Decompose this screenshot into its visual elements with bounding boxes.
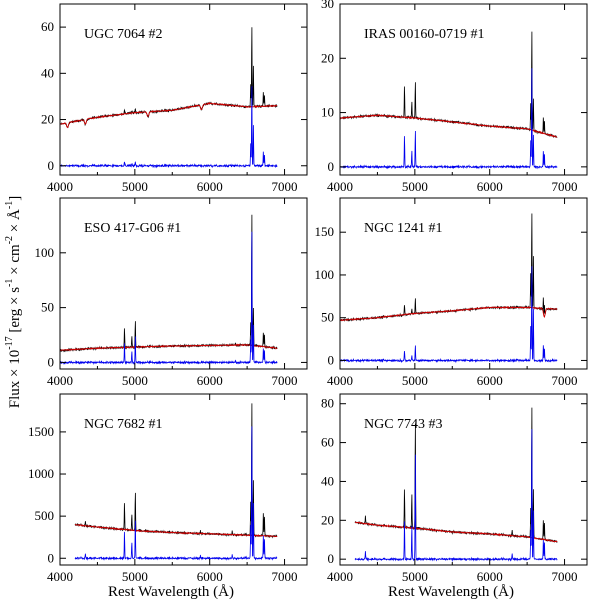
y-tick-label: 40	[321, 473, 334, 488]
model-fit-line	[60, 101, 278, 129]
y-tick-label: 0	[48, 550, 55, 565]
plot-area	[74, 403, 278, 561]
panel-title: NGC 7743 #3	[364, 417, 443, 432]
plot-frame	[339, 393, 588, 566]
model-fit-line	[354, 521, 558, 543]
y-tick-label: 20	[321, 512, 334, 527]
x-axis-title-left: Rest Wavelength (Å)	[108, 584, 234, 600]
x-tick-label: 4000	[327, 569, 353, 584]
y-tick-label: 150	[315, 224, 335, 239]
y-tick-label: 50	[41, 300, 54, 315]
y-tick-label: 60	[41, 19, 54, 34]
x-tick-label: 5000	[402, 179, 428, 194]
x-tick-label: 6000	[197, 179, 223, 194]
plot-area	[340, 213, 558, 364]
y-tick-label: 0	[328, 352, 335, 367]
model-fit-line	[60, 343, 278, 352]
y-tick-label: 500	[35, 508, 55, 523]
panel-title: NGC 1241 #1	[364, 221, 443, 236]
x-tick-label: 4000	[47, 179, 73, 194]
x-tick-label: 4000	[47, 373, 73, 388]
y-tick-label: 0	[48, 158, 55, 173]
x-tick-label: 5000	[122, 373, 148, 388]
y-axis-title: Flux × 10-17 [erg × s-1 × cm-2 × Å-1]	[4, 196, 23, 408]
y-tick-label: 80	[321, 396, 334, 411]
plot-frame	[339, 3, 588, 176]
model-fit-line	[340, 305, 558, 322]
plot-area	[60, 27, 278, 169]
y-tick-label: 20	[321, 50, 334, 65]
residual-spectrum-line	[60, 231, 278, 365]
x-tick-label: 4000	[327, 373, 353, 388]
plot-frame	[59, 393, 308, 566]
x-tick-label: 6000	[477, 569, 503, 584]
residual-spectrum-line	[340, 68, 558, 170]
panel-title: IRAS 00160-0719 #1	[364, 27, 485, 42]
y-tick-label: 40	[41, 65, 54, 80]
x-tick-label: 6000	[197, 569, 223, 584]
plot-frame	[339, 197, 588, 370]
residual-spectrum-line	[354, 429, 558, 562]
x-tick-label: 5000	[402, 373, 428, 388]
x-tick-label: 7000	[552, 569, 578, 584]
y-tick-label: 0	[328, 159, 335, 174]
panel-6: 4000 5000 6000 7000 0 20 40 60 80 NGC 7743 #3	[321, 393, 588, 584]
x-tick-label: 7000	[272, 373, 298, 388]
panel-2: 4000 5000 6000 7000 0 10 20 30 IRAS 00160-0719 #…	[321, 0, 588, 194]
panel-title: UGC 7064 #2	[84, 27, 163, 42]
y-tick-label: 10	[321, 105, 334, 120]
panel-5: 4000 5000 6000 7000 0 500 1000 1500 NGC 7682 #1	[28, 393, 308, 584]
y-tick-label: 100	[315, 267, 335, 282]
panel-3: 4000 5000 6000 7000 0 50 100 ESO 417-G06 #1	[35, 197, 308, 388]
panel-title: NGC 7682 #1	[84, 417, 163, 432]
y-tick-label: 1500	[28, 424, 54, 439]
x-axis-title-right: Rest Wavelength (Å)	[388, 584, 514, 600]
plot-area	[340, 31, 558, 170]
residual-spectrum-line	[340, 266, 558, 364]
x-tick-label: 7000	[272, 569, 298, 584]
x-tick-label: 6000	[477, 179, 503, 194]
y-tick-label: 100	[35, 245, 55, 260]
residual-spectrum-line	[74, 426, 278, 561]
plot-frame	[59, 3, 308, 176]
plot-area	[60, 214, 278, 365]
panel-4: 4000 5000 6000 7000 0 50 100 150 NGC 1241 #1	[315, 197, 588, 388]
y-tick-label: 20	[41, 112, 54, 127]
y-tick-label: 0	[328, 551, 335, 566]
y-tick-label: 1000	[28, 466, 54, 481]
x-tick-label: 7000	[552, 373, 578, 388]
residual-spectrum-line	[60, 86, 278, 169]
x-tick-label: 4000	[47, 569, 73, 584]
x-tick-label: 7000	[552, 179, 578, 194]
x-tick-label: 7000	[272, 179, 298, 194]
model-fit-line	[74, 523, 278, 538]
y-tick-label: 60	[321, 435, 334, 450]
x-tick-label: 6000	[197, 373, 223, 388]
observed-spectrum-line	[60, 27, 278, 129]
plot-area	[354, 407, 558, 562]
plot-frame	[59, 197, 308, 370]
x-tick-label: 5000	[402, 569, 428, 584]
panel-1: 4000 5000 6000 7000 0 20 40 60 UGC 7064 #2	[41, 3, 308, 194]
x-tick-label: 6000	[477, 373, 503, 388]
model-fit-line	[340, 113, 558, 138]
x-tick-label: 5000	[122, 179, 148, 194]
y-tick-label: 30	[321, 0, 334, 11]
y-tick-label: 50	[321, 310, 334, 325]
y-tick-label: 0	[48, 354, 55, 369]
panel-title: ESO 417-G06 #1	[84, 221, 181, 236]
x-tick-label: 5000	[122, 569, 148, 584]
x-tick-label: 4000	[327, 179, 353, 194]
